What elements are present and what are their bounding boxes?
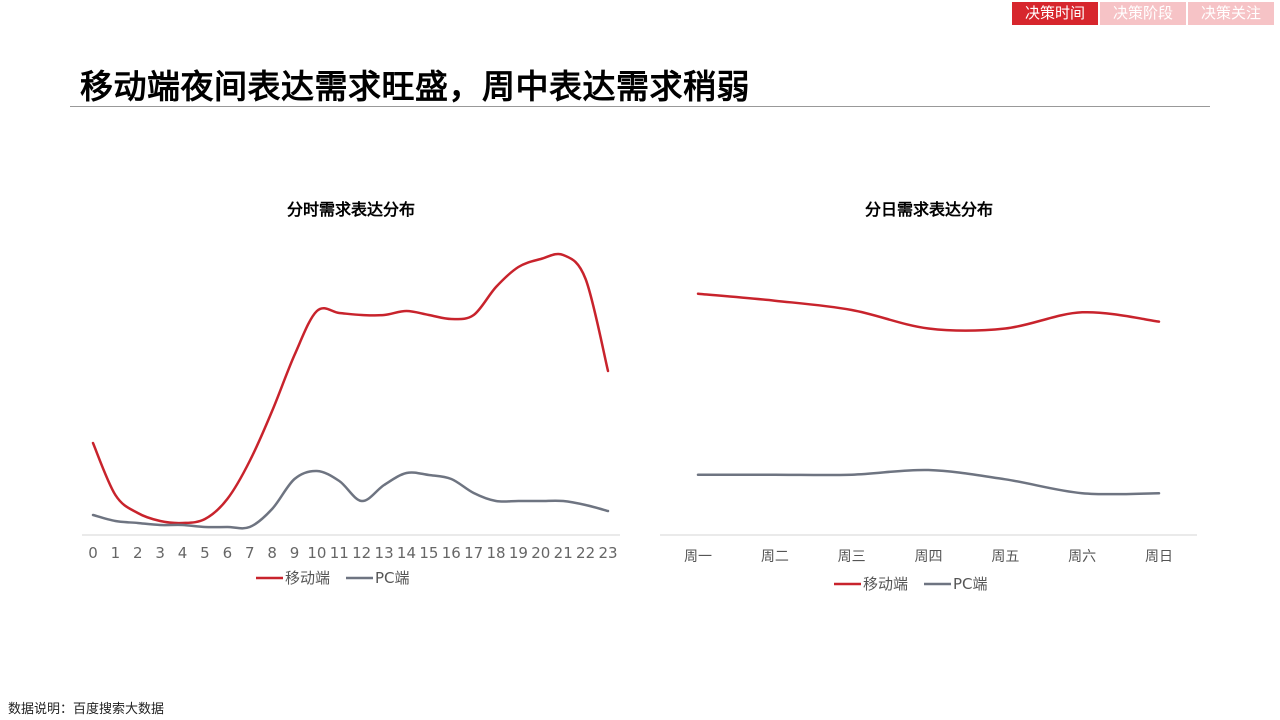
chart-title: 分时需求表达分布 xyxy=(287,200,415,219)
x-tick-label: 5 xyxy=(200,544,210,562)
legend-label: PC端 xyxy=(375,569,410,587)
x-tick-label: 17 xyxy=(464,544,483,562)
x-tick-label: 1 xyxy=(111,544,121,562)
x-tick-label: 周四 xyxy=(915,549,943,565)
x-tick-label: 2 xyxy=(133,544,143,562)
series-line-mobile xyxy=(91,252,610,525)
x-tick-label: 11 xyxy=(330,544,349,562)
x-tick-label: 8 xyxy=(267,544,277,562)
x-tick-label: 9 xyxy=(290,544,300,562)
series-line-mobile xyxy=(696,292,1161,332)
series-line-pc xyxy=(696,468,1161,496)
x-tick-label: 周日 xyxy=(1145,549,1173,565)
x-tick-label: 23 xyxy=(598,544,617,562)
page-title: 移动端夜间表达需求旺盛，周中表达需求稍弱 xyxy=(80,67,750,106)
tab-decision-time[interactable]: 决策时间 xyxy=(1012,2,1098,25)
x-tick-label: 周三 xyxy=(838,549,866,565)
x-tick-label: 16 xyxy=(442,544,461,562)
x-tick-label: 22 xyxy=(576,544,595,562)
legend-label: 移动端 xyxy=(285,569,330,587)
nav-tabs: 决策时间 决策阶段 决策关注 xyxy=(1012,2,1274,25)
x-tick-label: 6 xyxy=(223,544,233,562)
x-tick-label: 周五 xyxy=(991,549,1019,565)
series-line-pc xyxy=(91,469,610,530)
x-tick-label: 周一 xyxy=(684,549,712,565)
x-tick-label: 周二 xyxy=(761,549,789,565)
x-tick-label: 20 xyxy=(531,544,550,562)
footnote: 数据说明：百度搜索大数据 xyxy=(8,702,165,717)
chart-title: 分日需求表达分布 xyxy=(865,200,993,219)
tab-decision-focus[interactable]: 决策关注 xyxy=(1188,2,1274,25)
chart-legend: 移动端 PC端 xyxy=(834,575,988,593)
x-tick-label: 21 xyxy=(554,544,573,562)
x-tick-label: 0 xyxy=(88,544,98,562)
chart-legend: 移动端 PC端 xyxy=(256,569,410,587)
x-tick-label: 15 xyxy=(419,544,438,562)
legend-label: PC端 xyxy=(953,575,988,593)
x-tick-label: 周六 xyxy=(1068,549,1096,565)
x-tick-label: 14 xyxy=(397,544,416,562)
legend-label: 移动端 xyxy=(863,575,908,593)
x-tick-label: 19 xyxy=(509,544,528,562)
x-tick-label: 4 xyxy=(178,544,188,562)
x-tick-label: 13 xyxy=(375,544,394,562)
x-tick-label: 12 xyxy=(352,544,371,562)
tab-decision-stage[interactable]: 决策阶段 xyxy=(1100,2,1186,25)
x-tick-label: 18 xyxy=(486,544,505,562)
x-tick-label: 10 xyxy=(307,544,326,562)
x-tick-label: 7 xyxy=(245,544,255,562)
title-divider xyxy=(70,106,1210,107)
x-tick-label: 3 xyxy=(155,544,165,562)
